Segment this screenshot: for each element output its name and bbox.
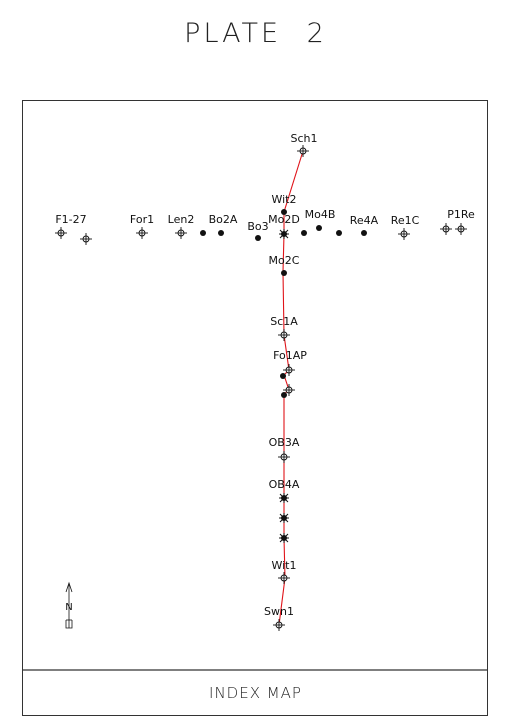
well-swn1: Swn1 xyxy=(264,605,294,631)
well-label: Mo2D xyxy=(268,213,300,226)
well-ob4a: OB4A xyxy=(269,478,300,503)
well-p1re: P1Re xyxy=(440,208,475,235)
well-mo2c: Mo2C xyxy=(269,254,300,276)
well-bo2a: Bo2A xyxy=(209,213,238,236)
well-label: OB4A xyxy=(269,478,300,491)
well-symbol xyxy=(80,233,92,245)
well-label: Bo2A xyxy=(209,213,238,226)
well-label: Fo1AP xyxy=(273,349,307,362)
map-caption: INDEX MAP xyxy=(209,684,302,702)
well-label: Re1C xyxy=(391,214,420,227)
well-sch1: Sch1 xyxy=(290,132,318,157)
well-mo4b: Mo4B xyxy=(305,208,336,231)
map-frame xyxy=(22,100,488,716)
well-f1-27: F1-27 xyxy=(55,213,87,239)
well-label: F1-27 xyxy=(55,213,86,226)
well-label: Mo2C xyxy=(269,254,300,267)
well-label: Wit2 xyxy=(271,193,296,206)
well-mo2d: Mo2D xyxy=(268,213,300,239)
well-symbol xyxy=(279,513,289,523)
well-label: OB3A xyxy=(269,436,300,449)
well-symbol xyxy=(200,230,206,236)
well-sc1a: Sc1A xyxy=(270,315,298,341)
well-symbol xyxy=(301,230,307,236)
well-len2: Len2 xyxy=(168,213,195,239)
well-re1c: Re1C xyxy=(391,214,420,240)
well-ob3a: OB3A xyxy=(269,436,300,463)
well-label: For1 xyxy=(130,213,154,226)
well-symbol xyxy=(280,373,286,379)
well-wit2: Wit2 xyxy=(271,193,297,215)
north-arrow-icon: N xyxy=(65,581,73,629)
well-bo3: Bo3 xyxy=(247,220,269,241)
plate-title: PLATE 2 xyxy=(184,18,327,49)
well-label: P1Re xyxy=(447,208,475,221)
well-symbol xyxy=(283,384,295,396)
well-for1: For1 xyxy=(130,213,154,239)
well-wit1: Wit1 xyxy=(271,559,297,584)
well-label: Sch1 xyxy=(290,132,317,145)
well-symbol xyxy=(279,533,289,543)
well-re4a: Re4A xyxy=(350,214,379,236)
well-label: Sc1A xyxy=(270,315,298,328)
well-fo1ap: Fo1AP xyxy=(273,349,307,376)
well-symbol xyxy=(336,230,342,236)
well-label: Bo3 xyxy=(247,220,268,233)
well-label: Wit1 xyxy=(271,559,296,572)
well-symbol xyxy=(281,392,287,398)
north-label: N xyxy=(65,602,72,613)
well-label: Mo4B xyxy=(305,208,336,221)
well-symbol xyxy=(455,223,467,235)
well-label: Len2 xyxy=(168,213,195,226)
well-label: Re4A xyxy=(350,214,379,227)
well-label: Swn1 xyxy=(264,605,294,618)
